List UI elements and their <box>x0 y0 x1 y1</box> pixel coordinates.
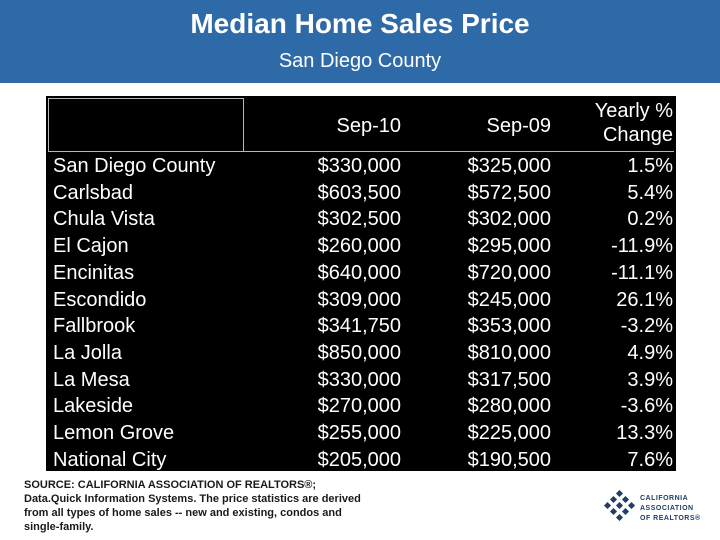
row-name-cell: Lakeside <box>53 395 134 418</box>
table-row: La Jolla $850,000 $810,000 4.9% <box>46 340 676 367</box>
logo-line-3: OF REALTORS® <box>640 515 701 522</box>
row-name-cell: San Diego County <box>53 155 216 177</box>
row-name-cell: Escondido <box>53 288 147 311</box>
table-row: Lakeside $270,000 $280,000 -3.6% <box>46 393 676 420</box>
row-change-cell: 7.6% <box>627 448 673 471</box>
row-name-cell: La Mesa <box>53 368 130 391</box>
price-table: Sep-10 Sep-09 Yearly % Change San Diego … <box>46 96 676 471</box>
realtors-emblem-icon <box>604 490 636 522</box>
row-change-cell: 1.5% <box>627 155 673 177</box>
table-row: Encinitas $640,000 $720,000 -11.1% <box>46 260 676 287</box>
row-name-cell: Carlsbad <box>53 181 134 204</box>
table-row: San Diego County $330,000 $325,000 1.5% <box>46 153 676 180</box>
row-sep-10-cell: $260,000 <box>317 235 401 258</box>
row-change-cell: 13.3% <box>616 422 673 444</box>
row-name-cell: La Jolla <box>53 341 122 364</box>
row-sep-09-cell: $317,500 <box>467 368 551 391</box>
row-change-cell: 26.1% <box>616 288 673 311</box>
row-sep-09-cell: $302,000 <box>467 208 551 231</box>
row-name-cell: Fallbrook <box>53 315 136 338</box>
row-sep-09-cell: $325,000 <box>467 155 551 177</box>
table-row: Chula Vista $302,500 $302,000 0.2% <box>46 206 676 233</box>
header-empty-cell <box>48 98 244 152</box>
row-sep-10-cell: $341,750 <box>317 315 401 338</box>
row-sep-09-cell: $190,500 <box>467 448 551 471</box>
logo-line-1: CALIFORNIA <box>640 495 689 502</box>
column-header-sep-09: Sep-09 <box>486 115 552 137</box>
table-row: Carlsbad $603,500 $572,500 5.4% <box>46 180 676 207</box>
row-change-cell: -3.6% <box>620 395 673 418</box>
row-name-cell: Encinitas <box>53 261 135 284</box>
row-change-cell: 4.9% <box>627 341 673 364</box>
row-change-cell: -11.1% <box>611 261 673 284</box>
row-change-cell: 0.2% <box>627 208 673 231</box>
row-sep-09-cell: $353,000 <box>467 315 551 338</box>
slide-header: Median Home Sales Price San Diego County <box>0 0 720 83</box>
header-divider <box>244 151 674 152</box>
table-row: La Mesa $330,000 $317,500 3.9% <box>46 367 676 394</box>
table-row: Fallbrook $341,750 $353,000 -3.2% <box>46 313 676 340</box>
source-note: SOURCE: CALIFORNIA ASSOCIATION OF REALTO… <box>24 479 361 533</box>
table-row: National City $205,000 $190,500 7.6% <box>46 447 676 474</box>
row-change-cell: 5.4% <box>627 181 673 204</box>
car-logo: CALIFORNIA ASSOCIATION OF REALTORS® <box>604 490 714 530</box>
row-sep-09-cell: $245,000 <box>467 288 551 311</box>
table-row: El Cajon $260,000 $295,000 -11.9% <box>46 233 676 260</box>
row-sep-09-cell: $810,000 <box>467 341 551 364</box>
row-name-cell: Chula Vista <box>53 208 155 231</box>
row-sep-09-cell: $280,000 <box>467 395 551 418</box>
row-sep-10-cell: $330,000 <box>317 368 401 391</box>
page-subtitle: San Diego County <box>278 50 442 72</box>
row-name-cell: El Cajon <box>53 235 129 258</box>
row-change-cell: -3.2% <box>620 315 673 338</box>
page-title: Median Home Sales Price <box>190 8 530 39</box>
row-sep-09-cell: $225,000 <box>467 422 551 444</box>
row-change-cell: 3.9% <box>627 368 673 391</box>
row-sep-10-cell: $255,000 <box>317 422 401 444</box>
column-header-yearly-change: Yearly % Change <box>594 100 673 146</box>
row-sep-10-cell: $302,500 <box>317 208 401 231</box>
row-name-cell: National City <box>53 448 167 471</box>
row-sep-09-cell: $572,500 <box>467 181 551 204</box>
logo-line-2: ASSOCIATION <box>640 505 694 512</box>
row-sep-10-cell: $309,000 <box>317 288 401 311</box>
row-sep-10-cell: $850,000 <box>317 341 401 364</box>
row-sep-10-cell: $270,000 <box>317 395 401 418</box>
row-sep-10-cell: $330,000 <box>317 155 401 177</box>
row-sep-09-cell: $720,000 <box>467 261 551 284</box>
row-change-cell: -11.9% <box>611 235 673 258</box>
row-name-cell: Lemon Grove <box>53 422 175 444</box>
row-sep-10-cell: $603,500 <box>317 181 401 204</box>
row-sep-09-cell: $295,000 <box>467 235 551 258</box>
table-row: Escondido $309,000 $245,000 26.1% <box>46 287 676 314</box>
column-header-sep-10: Sep-10 <box>336 115 402 137</box>
row-sep-10-cell: $205,000 <box>317 448 401 471</box>
row-sep-10-cell: $640,000 <box>317 261 401 284</box>
table-row: Lemon Grove $255,000 $225,000 13.3% <box>46 420 676 447</box>
